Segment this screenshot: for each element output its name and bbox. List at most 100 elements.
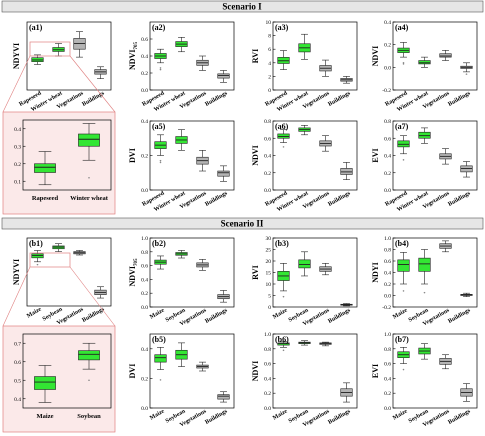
y-tick-label: 0.4 <box>14 127 21 133</box>
panel-label: (a6) <box>275 122 289 131</box>
box-buildings <box>94 66 107 79</box>
y-tick-label: 0.2 <box>384 171 391 177</box>
y-axis-label: NDVI705 <box>128 42 139 70</box>
box-vegetations <box>196 361 209 372</box>
y-tick-label: 0.0 <box>384 188 391 194</box>
box-soybean <box>418 343 431 360</box>
box-body <box>397 259 410 272</box>
category-label: Buildings <box>204 190 229 208</box>
y-tick-label: 0.4 <box>141 119 148 125</box>
y-tick-label: 0.4 <box>141 347 148 353</box>
y-tick-label: 0.4 <box>384 154 391 160</box>
box-rapeseed <box>154 48 167 71</box>
category-label: Buildings <box>447 408 472 426</box>
y-tick-label: 0.5 <box>14 378 21 384</box>
y-tick-label: 0.0 <box>141 188 148 194</box>
panel-label: (a7) <box>395 122 409 131</box>
category-label: Buildings <box>327 190 352 208</box>
box-rapeseed <box>277 50 290 70</box>
y-tick-label: 2 <box>268 74 271 80</box>
category-label: Maize <box>37 413 54 420</box>
box-vegetations <box>439 240 452 253</box>
y-tick-label: 0.6 <box>141 264 148 270</box>
y-tick-label: 0.0 <box>264 406 271 412</box>
box-buildings <box>460 292 473 297</box>
y-tick-label: -0.2 <box>382 88 391 94</box>
y-tick-label: 0.8 <box>264 347 271 353</box>
box-maize <box>277 262 290 298</box>
box-maize <box>397 252 410 292</box>
box-vegetations <box>196 150 209 172</box>
panel-label: (a2) <box>152 23 166 32</box>
plot-frame <box>22 119 112 191</box>
box-body <box>78 133 100 147</box>
panel-b1inset: 0.4 0.5 0.6 0.7 Maize Soybean <box>2 325 116 433</box>
box-body <box>217 394 230 400</box>
box-buildings <box>94 286 107 299</box>
y-tick-label: 0.8 <box>384 119 391 125</box>
y-tick-label: 1.0 <box>264 332 271 338</box>
box-winter-wheat <box>418 56 431 68</box>
y-axis-label: NDYVI <box>12 259 21 285</box>
y-tick-label: 0.4 <box>384 271 391 277</box>
box-body <box>298 259 311 269</box>
zoom-connector <box>69 266 116 327</box>
y-tick-label: 6 <box>268 47 271 53</box>
y-tick-label: 0.2 <box>141 71 148 77</box>
outlier-point <box>402 290 405 292</box>
y-axis-label: EVI <box>371 364 380 378</box>
zoom-connector <box>2 266 31 327</box>
y-tick-label: 25 <box>266 248 272 254</box>
y-tick-label: 0.2 <box>264 171 271 177</box>
category-label: Buildings <box>327 90 352 108</box>
y-tick-label: 0.2 <box>141 291 148 297</box>
y-tick-label: 30 <box>266 236 272 242</box>
box-winter-wheat <box>78 123 100 179</box>
y-tick-label: 0.6 <box>14 360 21 366</box>
category-label: Buildings <box>327 408 352 426</box>
panel-label: (a1) <box>29 23 43 32</box>
y-tick-label: 0.6 <box>141 37 148 43</box>
box-vegetations <box>439 354 452 370</box>
y-tick-label: 20 <box>266 259 272 265</box>
category-label: Buildings <box>204 90 229 108</box>
y-tick-label: 0.2 <box>14 162 21 168</box>
category-label: Maize <box>272 307 289 320</box>
outlier-point <box>159 159 162 162</box>
category-label: Buildings <box>447 190 472 208</box>
scenario-1-title: Scenario I <box>222 2 262 12</box>
plot-frame <box>392 120 478 191</box>
box-winter-wheat <box>298 125 311 136</box>
box-maize <box>31 250 44 266</box>
category-label: Maize <box>392 408 409 421</box>
panel-label: (b2) <box>152 239 166 248</box>
box-buildings <box>460 161 473 178</box>
y-tick-label: 0.2 <box>384 43 391 49</box>
outlier-point <box>465 73 468 75</box>
outlier-point <box>88 379 90 382</box>
box-rapeseed <box>397 135 410 161</box>
outlier-point <box>159 67 162 69</box>
category-label: Buildings <box>447 90 472 108</box>
box-vegetations <box>73 250 86 256</box>
y-tick-label: 15 <box>266 271 272 277</box>
category-label: Buildings <box>204 408 229 426</box>
y-axis-label: DVI <box>128 364 137 379</box>
y-tick-label: 0.0 <box>384 406 391 412</box>
y-tick-label: 0.8 <box>384 347 391 353</box>
category-label: Buildings <box>327 307 352 325</box>
box-maize <box>154 255 167 270</box>
outlier-point <box>159 379 162 381</box>
y-axis-label: NDYVI <box>12 43 21 69</box>
y-axis-label: NDVI <box>251 145 260 165</box>
y-axis-label: RVI <box>251 265 260 279</box>
box-vegetations <box>319 135 332 152</box>
y-tick-label: 0.2 <box>384 282 391 288</box>
